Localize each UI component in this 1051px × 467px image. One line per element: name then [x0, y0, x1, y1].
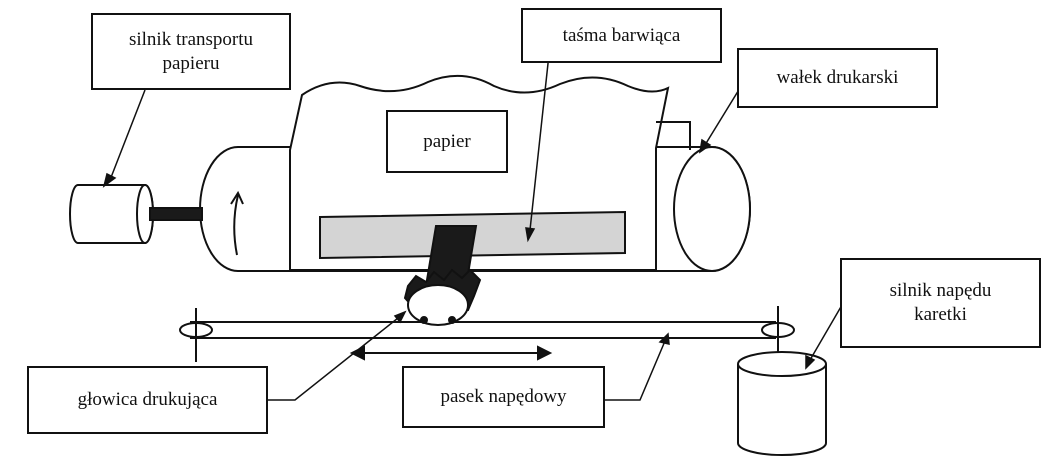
label-print-head-text: głowica drukująca — [77, 389, 218, 410]
label-paper-text: papier — [423, 130, 471, 152]
label-carriage-motor: silnik napędu karetki — [840, 258, 1041, 348]
leader-paper-motor — [109, 89, 146, 181]
carriage-movement-arrow-icon — [349, 345, 553, 361]
label-drive-belt-text: pasek napędowy — [440, 386, 567, 407]
carriage-motor — [737, 351, 827, 456]
paper-edge — [656, 121, 691, 150]
leader-drive-belt — [605, 340, 666, 401]
label-carriage-motor-line1: silnik napędu — [889, 280, 992, 301]
leader-carriage-motor — [809, 304, 843, 361]
paper-feed-motor — [69, 184, 203, 244]
label-ink-ribbon-text: taśma barwiąca — [562, 24, 681, 46]
drive-belt-loop — [190, 321, 776, 339]
label-platen-text: wałek drukarski — [776, 67, 899, 88]
label-paper-feed-motor-line1: silnik transportu — [128, 28, 254, 50]
platen-end-cap — [673, 146, 751, 272]
label-print-head: głowica drukująca — [27, 366, 268, 434]
pulley-left — [179, 308, 213, 362]
print-head — [403, 225, 482, 326]
motor-shaft — [149, 207, 203, 221]
leader-lines — [102, 44, 843, 401]
label-paper: papier — [386, 110, 508, 173]
label-ink-ribbon: taśma barwiąca — [521, 8, 722, 63]
rotation-arrow-icon — [230, 190, 244, 256]
label-drive-belt: pasek napędowy — [402, 366, 605, 428]
label-paper-feed-motor-line2: papieru — [162, 52, 220, 74]
leader-platen — [704, 87, 741, 146]
label-platen: wałek drukarski — [737, 48, 938, 108]
label-carriage-motor-line2: karetki — [914, 304, 967, 325]
leader-print-head — [268, 317, 399, 401]
label-paper-feed-motor: silnik transportu papieru — [91, 13, 291, 90]
leader-ribbon — [529, 44, 551, 231]
